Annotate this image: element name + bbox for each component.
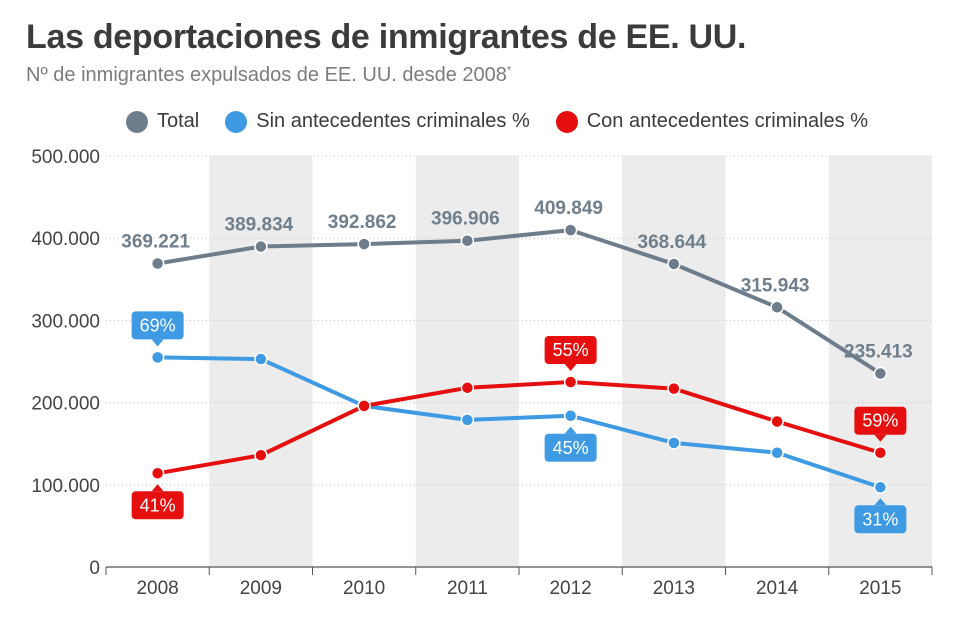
legend-dot-total	[126, 110, 148, 133]
y-tick-label: 400.000	[31, 229, 100, 250]
callout-label: 31%	[862, 509, 898, 529]
callout-1-2015: 31%	[854, 498, 907, 534]
series-2-point-2014	[770, 414, 784, 429]
series-1-point-2011	[460, 413, 475, 427]
callout-label: 55%	[553, 340, 589, 360]
series-line-1	[157, 355, 882, 490]
x-tick-label-2012: 2012	[549, 578, 591, 599]
legend-label-con: Con antecedentes criminales %	[586, 110, 868, 132]
series-2-point-2012	[563, 375, 578, 389]
total-data-label-2011: 396.906	[431, 209, 500, 230]
series-1-point-2009	[254, 352, 268, 366]
total-data-label-2010: 392.862	[328, 212, 397, 233]
series-1-point-2013	[667, 436, 681, 450]
x-tick-label-2015: 2015	[859, 578, 901, 599]
legend: Total Sin antecedentes criminales % Con …	[126, 110, 868, 133]
series-line-2	[157, 380, 881, 476]
y-tick-label: 0	[89, 558, 100, 579]
callout-box	[131, 491, 184, 520]
x-tick-label-2014: 2014	[756, 578, 799, 599]
subtitle-footnote-mark: *	[506, 64, 512, 77]
total-data-label-2009: 389.834	[225, 215, 294, 236]
column-band-2011	[415, 156, 519, 567]
callout-pointer	[564, 364, 577, 372]
callout-1-2012: 45%	[544, 426, 597, 462]
legend-item-con: Con antecedentes criminales %	[555, 110, 868, 133]
callout-box	[544, 433, 597, 462]
callout-label: 45%	[553, 438, 589, 458]
legend-label-sin: Sin antecedentes criminales %	[256, 110, 530, 132]
legend-dot-sin	[225, 110, 248, 133]
chart-title: Las deportaciones de inmigrantes de EE. …	[26, 18, 747, 56]
callout-1-2008: 69%	[131, 311, 184, 347]
callout-box	[854, 505, 907, 534]
series-1-point-2012	[563, 409, 578, 423]
series-2-point-2011	[460, 381, 475, 395]
total-data-label-2013: 368.644	[638, 232, 707, 253]
series-0-point-2013	[667, 257, 681, 271]
x-tick-label-2013: 2013	[653, 578, 695, 599]
chart-subtitle: Nº de inmigrantes expulsados de EE. UU. …	[26, 64, 511, 87]
legend-label-total: Total	[157, 110, 200, 132]
callout-pointer	[151, 484, 164, 492]
column-band-2013	[622, 156, 726, 567]
series-0-point-2012	[563, 223, 578, 237]
legend-item-total: Total	[126, 110, 199, 133]
legend-dot-con	[555, 110, 578, 133]
callout-label: 41%	[140, 495, 176, 515]
series-0-point-2008	[150, 256, 165, 271]
y-tick-label: 200.000	[31, 394, 100, 415]
total-data-label-2015: 235.413	[844, 341, 913, 362]
x-tick-label-2010: 2010	[343, 578, 385, 599]
series-0-point-2009	[254, 239, 268, 254]
subtitle-text: Nº de inmigrantes expulsados de EE. UU. …	[26, 64, 507, 86]
callout-label: 59%	[862, 411, 898, 431]
y-tick-label: 500.000	[31, 147, 100, 168]
series-0-point-2010	[357, 237, 371, 251]
callout-box	[854, 406, 907, 435]
legend-item-sin: Sin antecedentes criminales %	[225, 110, 530, 133]
series-2-point-2015	[873, 445, 888, 460]
callout-pointer	[874, 434, 887, 442]
callout-box	[544, 336, 597, 365]
series-2-point-2008	[150, 466, 165, 481]
callout-2-2012: 55%	[544, 336, 597, 372]
callout-2-2015: 59%	[854, 406, 907, 442]
series-1-point-2014	[770, 445, 784, 460]
series-2-point-2013	[667, 381, 681, 396]
series-0-point-2014	[770, 300, 784, 315]
series-1-point-2015	[873, 480, 888, 495]
total-data-label-2008: 369.221	[121, 232, 190, 253]
x-tick-label-2011: 2011	[447, 578, 488, 599]
y-tick-label: 100.000	[31, 476, 100, 497]
y-tick-label: 300.000	[31, 311, 100, 332]
callout-label: 69%	[140, 315, 176, 335]
callout-pointer	[564, 426, 577, 434]
series-1-point-2008	[150, 350, 165, 365]
series-2-point-2010	[357, 399, 371, 413]
callout-pointer	[874, 498, 887, 506]
series-line-0	[157, 228, 882, 376]
callout-2-2008: 41%	[131, 484, 184, 520]
callout-pointer	[151, 339, 164, 347]
series-2-point-2009	[254, 448, 268, 462]
x-tick-label-2008: 2008	[136, 578, 178, 599]
callout-box	[131, 311, 184, 340]
total-data-label-2012: 409.849	[534, 198, 603, 219]
total-data-label-2014: 315.943	[741, 275, 810, 296]
x-tick-label-2009: 2009	[240, 578, 282, 599]
series-0-point-2011	[460, 233, 475, 248]
series-0-point-2015	[873, 366, 888, 381]
